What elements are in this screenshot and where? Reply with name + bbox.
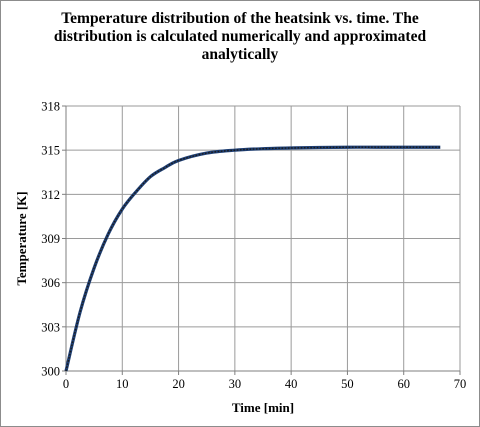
series-line-dotted — [65, 146, 441, 372]
axes — [62, 105, 461, 375]
chart-title-line-3: analytically — [201, 46, 279, 63]
x-axis-label: Time [min] — [232, 400, 294, 415]
y-tick-label: 315 — [41, 144, 60, 158]
y-tick-label: 306 — [41, 276, 60, 290]
x-tick-label: 10 — [116, 377, 129, 391]
x-tick-label: 40 — [285, 377, 298, 391]
y-axis-label: Temperature [K] — [14, 191, 29, 285]
y-tick-label: 318 — [41, 100, 60, 114]
y-tick-label: 303 — [41, 320, 60, 334]
series-group — [64, 145, 441, 372]
chart-title-line-2: distribution is calculated numerically a… — [53, 28, 427, 45]
x-tick-label: 20 — [172, 377, 185, 391]
chart-title-line-1: Temperature distribution of the heatsink… — [61, 10, 419, 27]
x-tick-label: 70 — [454, 377, 467, 391]
x-tick-label: 50 — [341, 377, 354, 391]
chart-title: Temperature distribution of the heatsink… — [0, 10, 480, 64]
x-tick-label: 60 — [397, 377, 410, 391]
tick-labels: 0 10 20 30 40 50 60 70 300 303 306 309 312 315 318 — [41, 100, 466, 392]
y-tick-label: 309 — [41, 232, 60, 246]
x-tick-label: 0 — [63, 377, 69, 391]
x-tick-label: 30 — [229, 377, 242, 391]
y-tick-label: 312 — [41, 188, 60, 202]
y-tick-label: 300 — [41, 365, 60, 379]
